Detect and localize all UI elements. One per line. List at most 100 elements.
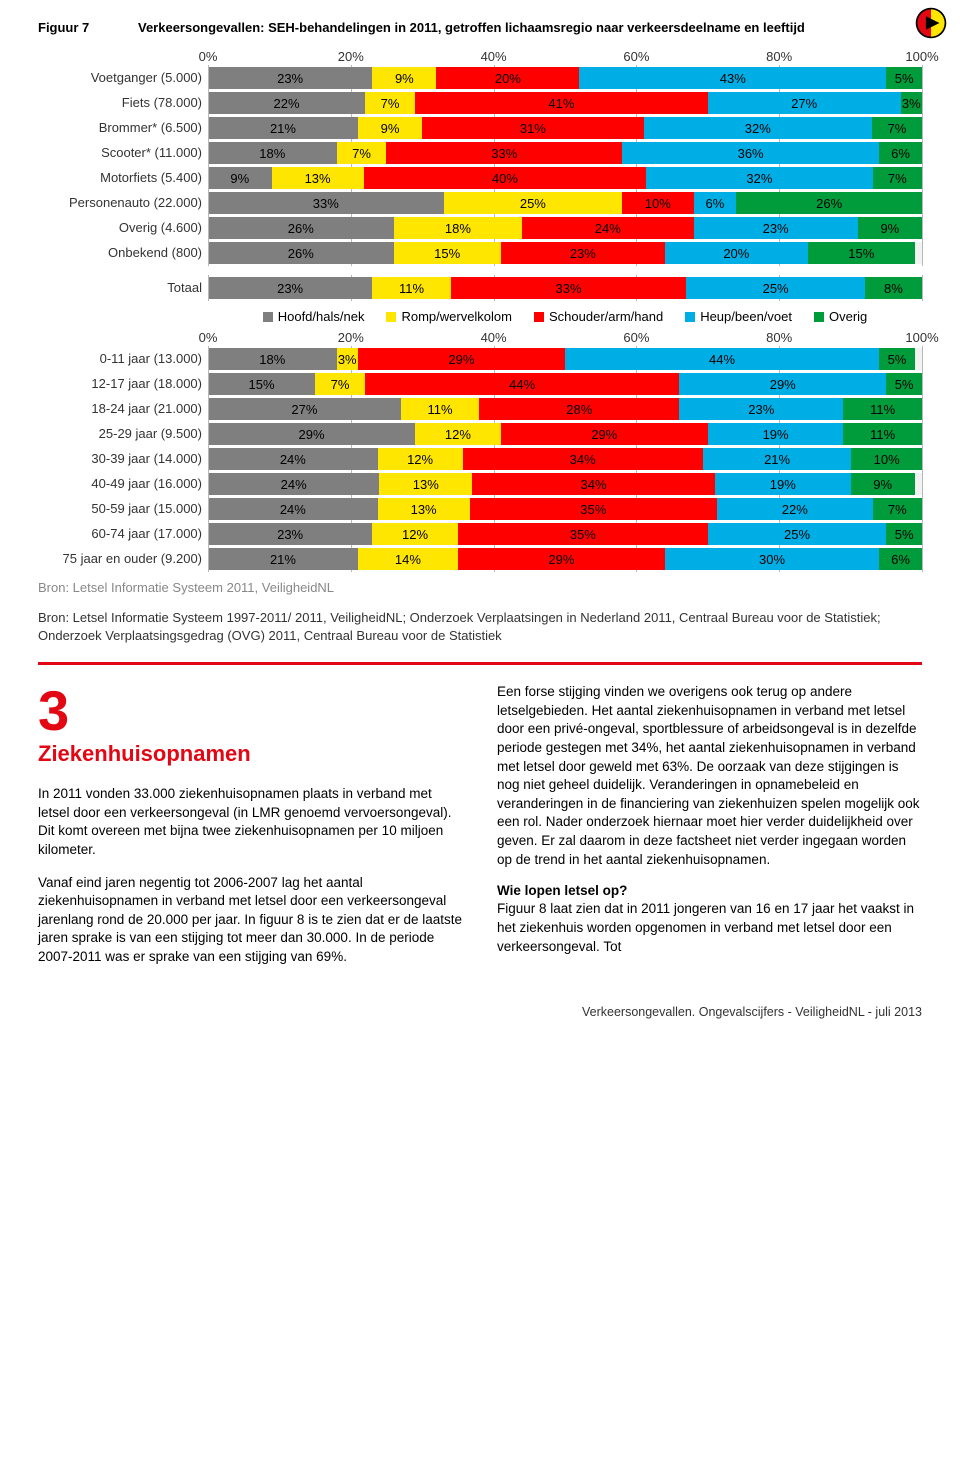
bar-segment: 11% (372, 277, 451, 299)
figure-label: Figuur 7 (38, 20, 138, 35)
legend: Hoofd/hals/nekRomp/wervelkolomSchouder/a… (208, 309, 922, 324)
bar-segment: 3% (901, 92, 922, 114)
bar-segment: 35% (458, 523, 708, 545)
bar-segment: 25% (444, 192, 623, 214)
bar-segment: 33% (451, 277, 687, 299)
bar-segment: 9% (851, 473, 915, 495)
bar-segment: 12% (378, 448, 463, 470)
bar-segment: 5% (886, 67, 922, 89)
bar-segment: 7% (365, 92, 415, 114)
bar-segment: 41% (415, 92, 708, 114)
bar-row: 18-24 jaar (21.000)27%11%28%23%11% (38, 398, 922, 420)
bar-segment: 18% (208, 142, 337, 164)
bar-segment: 28% (479, 398, 679, 420)
bar-segment: 27% (208, 398, 401, 420)
chart-2: 0%20%40%60%80%100% 0-11 jaar (13.000)18%… (38, 330, 922, 570)
bar-row: Overig (4.600)26%18%24%23%9% (38, 217, 922, 239)
bar-segment: 5% (879, 348, 915, 370)
bar-label: 60-74 jaar (17.000) (38, 523, 208, 545)
bar-segment: 9% (372, 67, 436, 89)
bar-segment: 18% (394, 217, 523, 239)
page-footer: Verkeersongevallen. Ongevalscijfers - Ve… (38, 1005, 922, 1019)
bar-label: 75 jaar en ouder (9.200) (38, 548, 208, 570)
bar-segment: 13% (379, 473, 472, 495)
bar-row: Motorfiets (5.400)9%13%40%32%7% (38, 167, 922, 189)
axis-tick: 0% (199, 330, 218, 345)
bar-area: 29%12%29%19%11% (208, 423, 922, 445)
bar-area: 9%13%40%32%7% (208, 167, 922, 189)
left-column: 3 Ziekenhuisopnamen In 2011 vonden 33.00… (38, 683, 463, 981)
bar-area: 27%11%28%23%11% (208, 398, 922, 420)
bar-segment: 5% (886, 523, 922, 545)
bar-segment: 7% (873, 167, 922, 189)
right-subheading: Wie lopen letsel op? (497, 883, 922, 898)
bar-row: Scooter* (11.000)18%7%33%36%6% (38, 142, 922, 164)
bar-segment: 10% (851, 448, 922, 470)
legend-swatch (534, 312, 544, 322)
bar-segment: 44% (565, 348, 879, 370)
section-heading: Ziekenhuisopnamen (38, 741, 463, 767)
two-column-body: 3 Ziekenhuisopnamen In 2011 vonden 33.00… (38, 683, 922, 981)
bar-area: 26%18%24%23%9% (208, 217, 922, 239)
bar-segment: 30% (665, 548, 879, 570)
legend-item: Heup/been/voet (685, 309, 792, 324)
bar-row: 40-49 jaar (16.000)24%13%34%19%9% (38, 473, 922, 495)
legend-item: Schouder/arm/hand (534, 309, 663, 324)
legend-item: Hoofd/hals/nek (263, 309, 365, 324)
legend-swatch (386, 312, 396, 322)
bar-label: Brommer* (6.500) (38, 117, 208, 139)
bar-segment: 24% (522, 217, 693, 239)
legend-item: Overig (814, 309, 867, 324)
bar-segment: 6% (879, 548, 922, 570)
bar-segment: 29% (208, 423, 415, 445)
legend-label: Heup/been/voet (700, 309, 792, 324)
bar-segment: 23% (208, 277, 372, 299)
bar-segment: 24% (208, 473, 379, 495)
legend-label: Overig (829, 309, 867, 324)
bar-segment: 9% (358, 117, 422, 139)
bar-label: Personenauto (22.000) (38, 192, 208, 214)
bar-segment: 18% (208, 348, 337, 370)
bar-row: 60-74 jaar (17.000)23%12%35%25%5% (38, 523, 922, 545)
bar-segment: 23% (694, 217, 858, 239)
left-para-2: Vanaf eind jaren negentig tot 2006-2007 … (38, 874, 463, 967)
bar-segment: 32% (644, 117, 872, 139)
bar-segment: 15% (394, 242, 501, 264)
bar-area: 22%7%41%27%3% (208, 92, 922, 114)
bar-segment: 19% (708, 423, 844, 445)
bar-area: 23%9%20%43%5% (208, 67, 922, 89)
figure-header: Figuur 7 Verkeersongevallen: SEH-behande… (38, 20, 922, 35)
bar-segment: 24% (208, 448, 378, 470)
bar-label: Voetganger (5.000) (38, 67, 208, 89)
axis-tick: 100% (905, 330, 938, 345)
bar-area: 18%3%29%44%5% (208, 348, 922, 370)
bar-segment: 25% (708, 523, 887, 545)
bar-segment: 26% (208, 242, 394, 264)
bar-segment: 7% (315, 373, 365, 395)
bar-segment: 23% (501, 242, 665, 264)
section-number: 3 (38, 683, 463, 739)
bar-segment: 15% (808, 242, 915, 264)
axis-tick: 100% (905, 49, 938, 64)
bar-label: Fiets (78.000) (38, 92, 208, 114)
bar-area: 21%9%31%32%7% (208, 117, 922, 139)
bar-segment: 21% (208, 117, 358, 139)
bar-segment: 23% (208, 523, 372, 545)
legend-swatch (263, 312, 273, 322)
bar-segment: 7% (337, 142, 387, 164)
bar-segment: 31% (422, 117, 643, 139)
bar-segment: 23% (208, 67, 372, 89)
bar-segment: 26% (736, 192, 922, 214)
bar-area: 33%25%10%6%26% (208, 192, 922, 214)
bar-segment: 11% (843, 398, 922, 420)
axis-tick: 60% (623, 49, 649, 64)
bar-segment: 20% (436, 67, 579, 89)
bar-segment: 12% (372, 523, 458, 545)
bar-area: 23%11%33%25%8% (208, 277, 922, 299)
bar-segment: 14% (358, 548, 458, 570)
bar-label: 12-17 jaar (18.000) (38, 373, 208, 395)
bar-label: 50-59 jaar (15.000) (38, 498, 208, 520)
chart-1: 0%20%40%60%80%100% Voetganger (5.000)23%… (38, 49, 922, 299)
bar-segment: 35% (470, 498, 717, 520)
bar-segment: 7% (872, 117, 922, 139)
